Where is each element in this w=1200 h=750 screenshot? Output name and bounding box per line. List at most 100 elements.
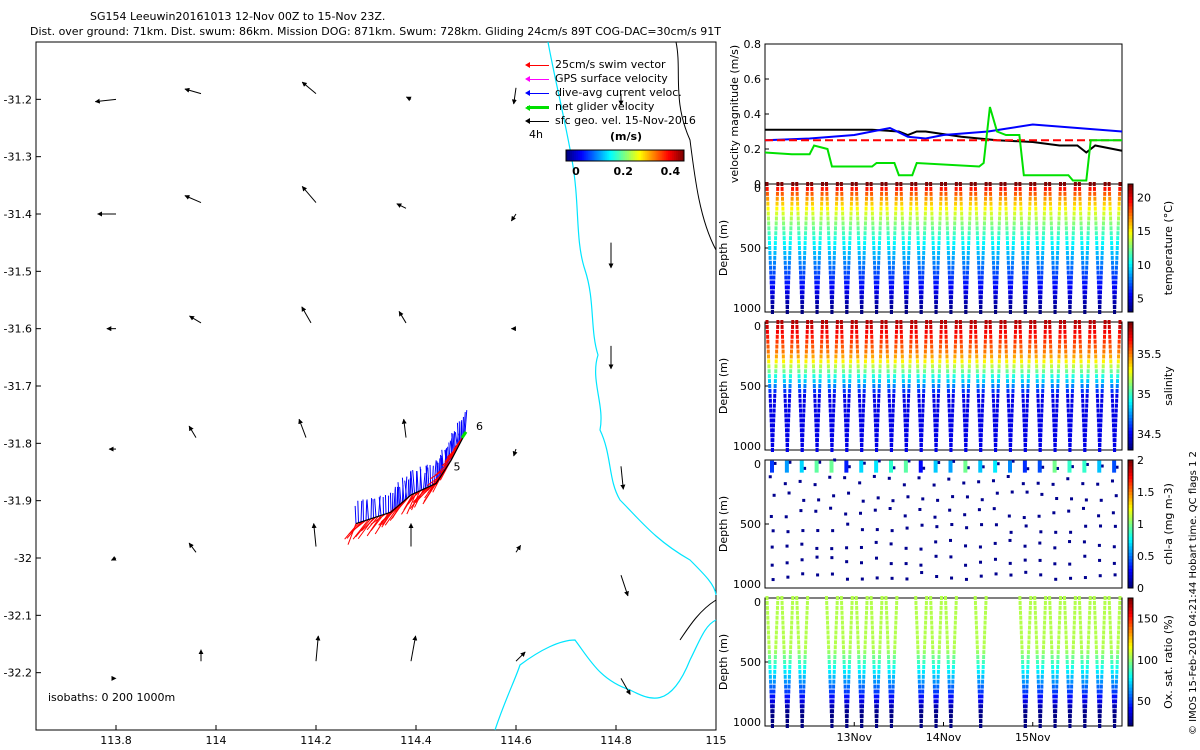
salinity-profile-sample	[909, 339, 913, 344]
oxygen-profile-sample	[1063, 605, 1067, 610]
temperature-profile-sample	[924, 206, 928, 211]
temperature-profile-sample	[1042, 231, 1046, 236]
salinity-profile-sample	[947, 398, 951, 403]
oxygen-profile-sample	[1029, 596, 1033, 600]
temperature-profile-sample	[1116, 231, 1120, 236]
salinity-profile-sample	[1081, 393, 1085, 398]
salinity-profile-sample	[899, 324, 903, 329]
oxygen-profile-sample	[945, 630, 949, 635]
salinity-profile-sample	[1092, 320, 1096, 324]
salinity-profile-sample	[862, 398, 866, 403]
temperature-profile-sample	[854, 182, 858, 186]
oxygen-profile-sample	[833, 640, 837, 645]
temperature-profile-sample	[954, 196, 958, 201]
temperature-profile-sample	[999, 182, 1003, 186]
temperature-profile-sample	[783, 255, 787, 260]
chla-sample-point	[933, 515, 937, 519]
oxygen-profile-sample	[979, 719, 983, 724]
chla-sample-point	[1038, 558, 1042, 562]
salinity-profile-sample	[1048, 324, 1052, 329]
salinity-profile-sample	[992, 408, 996, 413]
temperature-profile-sample	[994, 295, 998, 300]
salinity-profile-sample	[976, 384, 980, 388]
chla-sample-point	[1009, 573, 1013, 577]
oxygen-profile-sample	[872, 664, 876, 669]
temperature-profile-sample	[1028, 196, 1032, 201]
oxygen-profile-sample	[1109, 645, 1113, 650]
salinity-profile-sample	[804, 349, 808, 354]
oxygen-profile-sample	[801, 704, 805, 709]
salinity-profile-sample	[1040, 398, 1044, 403]
oxygen-profile-sample	[767, 650, 771, 655]
map-colorbar-cell	[656, 150, 659, 161]
temperature-profile-sample	[949, 305, 953, 310]
salinity-profile-sample	[1087, 354, 1091, 359]
oxygen-profile-sample	[1118, 600, 1122, 605]
temperature-profile-sample	[871, 226, 875, 231]
oxygen-profile-sample	[944, 610, 948, 615]
temperature-profile-sample	[983, 216, 987, 221]
oxygen-profile-sample	[918, 699, 922, 704]
temperature-profile-sample	[1006, 250, 1010, 255]
salinity-profile-sample	[990, 354, 994, 359]
salinity-profile-sample	[784, 418, 788, 423]
salinity-profile-sample	[918, 408, 922, 413]
temperature-profile-sample	[840, 186, 844, 191]
temperature-profile-sample	[890, 290, 894, 295]
chla-colorbar-cell	[1128, 527, 1133, 531]
salinity-profile-sample	[849, 339, 853, 344]
map-y-tick-label: -31.4	[4, 208, 32, 221]
salinity-profile-sample	[768, 388, 772, 393]
salinity-profile-sample	[908, 349, 912, 354]
oxygen-profile-sample	[797, 640, 801, 645]
salinity-profile-sample	[890, 428, 894, 433]
temperature-profile-sample	[1050, 236, 1054, 241]
salinity-profile-sample	[888, 408, 892, 413]
oxygen-profile-sample	[774, 645, 778, 650]
chla-surface-sample	[948, 460, 953, 473]
oxygen-profile-sample	[953, 620, 957, 625]
temperature-profile-sample	[1093, 206, 1097, 211]
oxygen-profile-sample	[1025, 684, 1029, 689]
oxygen-profile-sample	[1071, 645, 1075, 650]
temperature-profile-sample	[861, 285, 865, 290]
oxygen-profile-sample	[846, 694, 850, 699]
salinity-profile-sample	[1014, 324, 1018, 329]
salinity-profile-sample	[1070, 398, 1074, 403]
temperature-profile-sample	[1025, 260, 1029, 265]
salinity-profile-sample	[797, 379, 801, 384]
oxygen-profile-sample	[784, 699, 788, 704]
oxygen-profile-sample	[886, 640, 890, 645]
temperature-profile-sample	[791, 186, 795, 191]
oxygen-profile-sample	[886, 645, 890, 650]
oxygen-profile-sample	[918, 694, 922, 699]
salinity-profile-sample	[831, 423, 835, 428]
oxygen-profile-sample	[1081, 684, 1085, 689]
oxygen-profile-sample	[1044, 596, 1048, 600]
salinity-profile-sample	[910, 324, 914, 329]
salinity-profile-sample	[974, 339, 978, 344]
oxygen-profile-sample	[1111, 679, 1115, 684]
salinity-profile-sample	[1048, 334, 1052, 339]
temperature-profile-sample	[1085, 260, 1089, 265]
temperature-profile-sample	[947, 275, 951, 280]
salinity-profile-sample	[871, 374, 875, 379]
salinity-profile-sample	[862, 393, 866, 398]
oxygen-profile-sample	[1056, 660, 1060, 664]
oxygen-profile-sample	[917, 679, 921, 684]
temperature-profile-sample	[1115, 246, 1119, 250]
salinity-profile-sample	[1072, 359, 1076, 364]
salinity-profile-sample	[931, 374, 935, 379]
temperature-profile-sample	[948, 290, 952, 295]
oxygen-profile-sample	[1033, 600, 1037, 605]
salinity-profile-sample	[969, 324, 973, 329]
salinity-profile-sample	[996, 384, 1000, 388]
salinity-profile-sample	[1066, 413, 1070, 418]
temperature-profile-sample	[839, 182, 843, 186]
temperature-profile-sample	[977, 280, 981, 285]
map-colorbar-cell	[628, 150, 632, 161]
temperature-profile-sample	[831, 290, 835, 295]
temperature-colorbar-tick-label: 20	[1137, 191, 1151, 204]
temperature-profile-sample	[863, 231, 867, 236]
temperature-profile-sample	[1009, 290, 1013, 295]
